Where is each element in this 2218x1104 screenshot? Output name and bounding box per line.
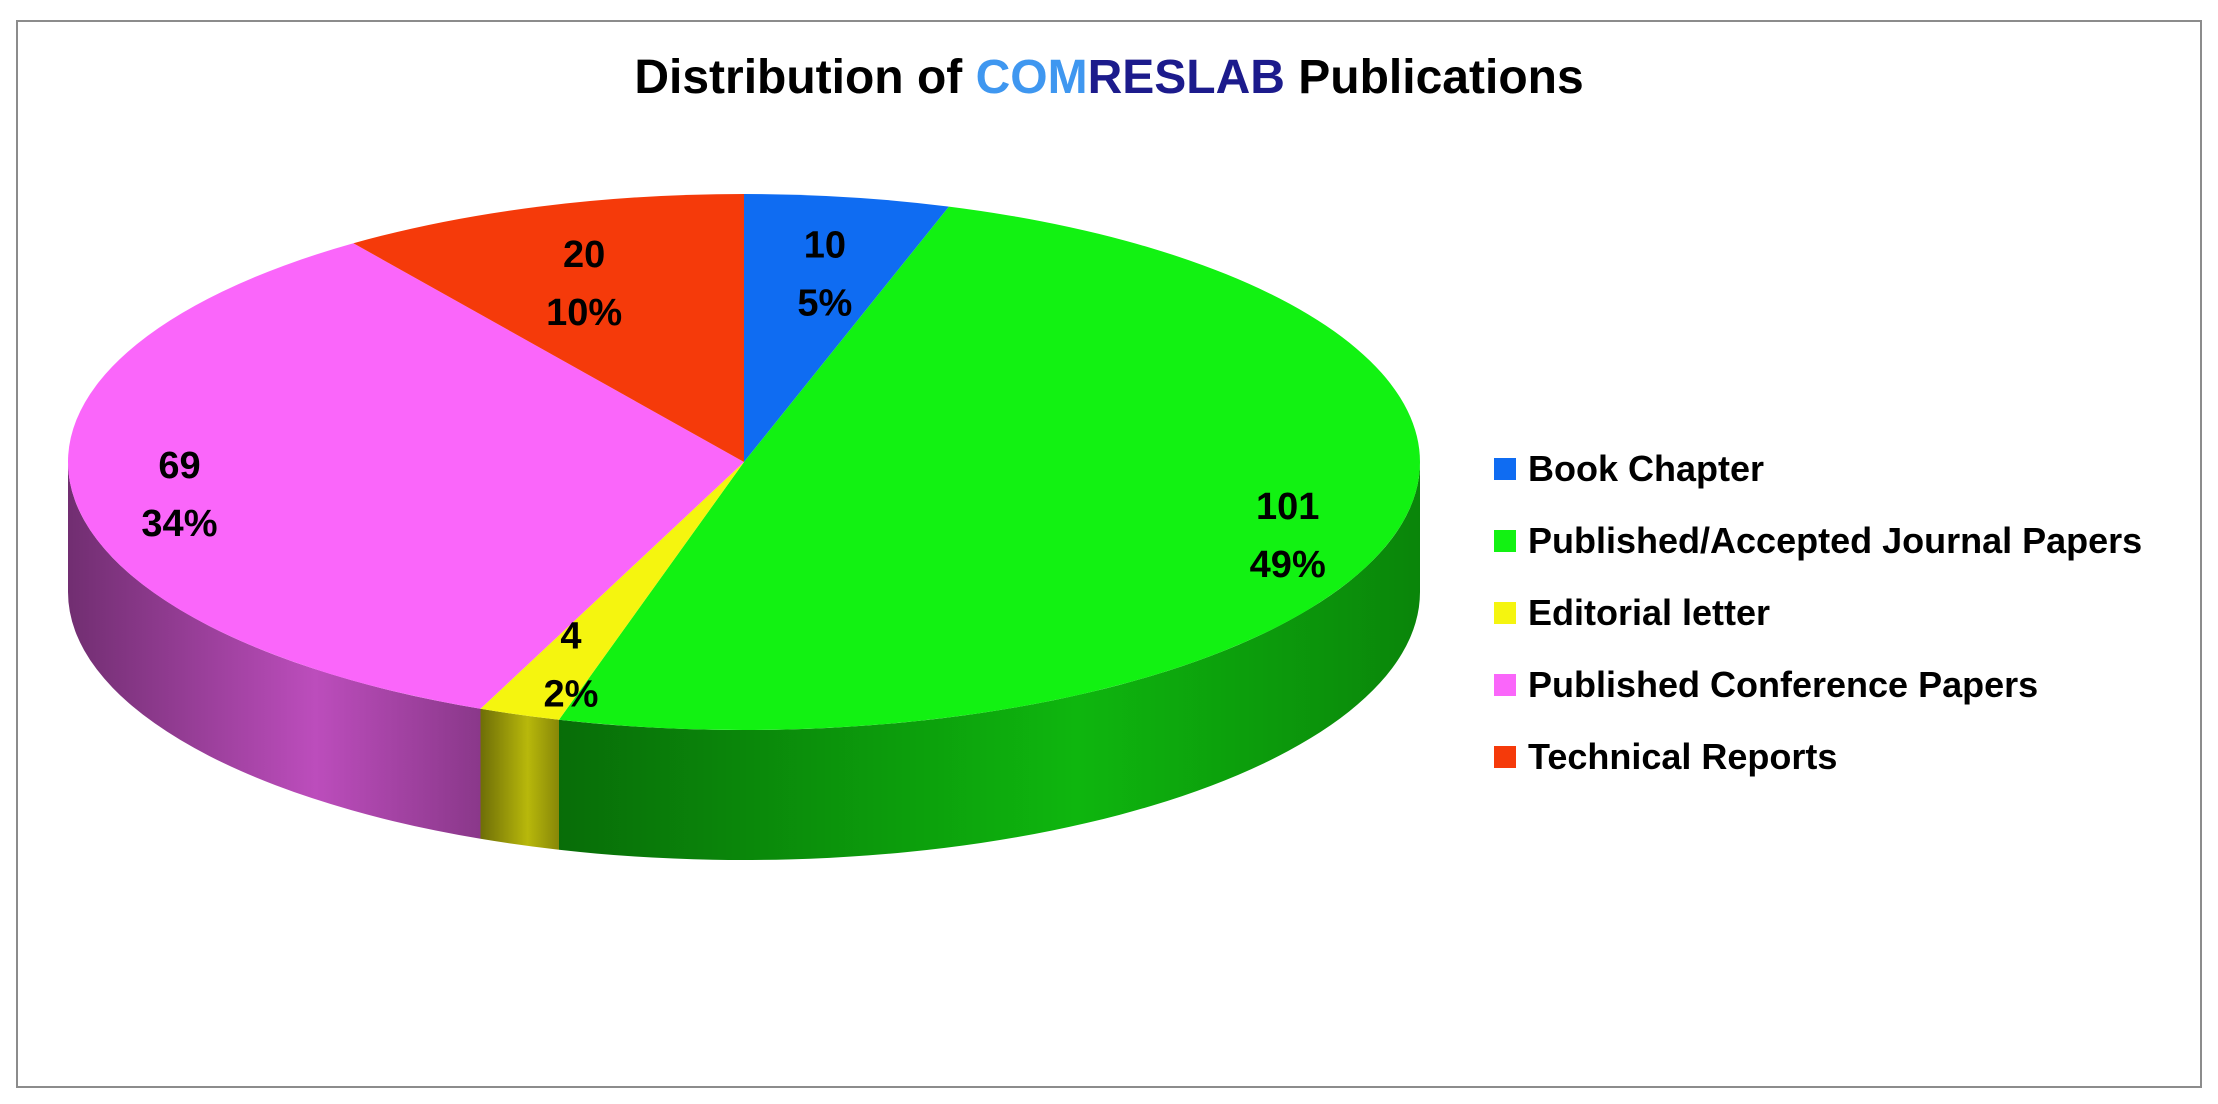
data-label-value: 20 (563, 234, 605, 276)
pie-side-1 (559, 462, 1420, 860)
data-label-percent: 49% (1250, 544, 1326, 586)
legend-label: Editorial letter (1528, 592, 1771, 633)
legend-swatch (1494, 746, 1516, 768)
pie-slice-2 (480, 462, 744, 720)
pie-slice-3 (67, 243, 745, 709)
data-label-percent: 2% (544, 674, 599, 716)
legend-swatch (1494, 530, 1516, 552)
legend-item-book-chapter: Book Chapter (1494, 433, 2142, 505)
legend-item-technical-reports: Technical Reports (1494, 721, 2142, 793)
pie-slice-1 (559, 206, 1420, 730)
chart-title-part-com: COM (975, 51, 1088, 104)
legend-label: Published/Accepted Journal Papers (1528, 520, 2143, 561)
pie-side-2 (480, 708, 560, 850)
legend-label: Published Conference Papers (1528, 664, 2039, 705)
legend-item-conference-papers: Published Conference Papers (1494, 649, 2142, 721)
legend-label: Technical Reports (1528, 736, 1838, 777)
chart-title: Distribution of COMRESLAB Publications (0, 50, 2218, 105)
legend: Book Chapter Published/Accepted Journal … (1494, 433, 2142, 793)
chart-title-part: Publications (1284, 51, 1584, 104)
data-label-value: 69 (158, 445, 200, 487)
legend-swatch (1494, 458, 1516, 480)
data-label-percent: 34% (141, 503, 217, 545)
legend-swatch (1494, 674, 1516, 696)
chart-title-part: Distribution of (634, 51, 976, 104)
data-label-percent: 10% (546, 292, 622, 334)
data-label-value: 10 (804, 224, 846, 266)
chart-title-part-reslab: RESLAB (1087, 51, 1285, 104)
pie-slice-0 (744, 194, 949, 462)
data-label-value: 101 (1256, 486, 1319, 528)
pie-tops (67, 194, 1420, 730)
legend-item-editorial-letter: Editorial letter (1494, 577, 2142, 649)
pie-side-3 (68, 462, 481, 839)
pie-labels: 10 5% 101 49% 4 2% 69 34% 20 10% (141, 224, 1325, 715)
legend-label: Book Chapter (1528, 448, 1765, 489)
legend-item-journal-papers: Published/Accepted Journal Papers (1494, 505, 2142, 577)
data-label-percent: 5% (797, 282, 852, 324)
legend-swatch (1494, 602, 1516, 624)
pie-sides (68, 462, 1420, 860)
pie-slice-4 (353, 194, 744, 462)
data-label-value: 4 (560, 616, 581, 658)
